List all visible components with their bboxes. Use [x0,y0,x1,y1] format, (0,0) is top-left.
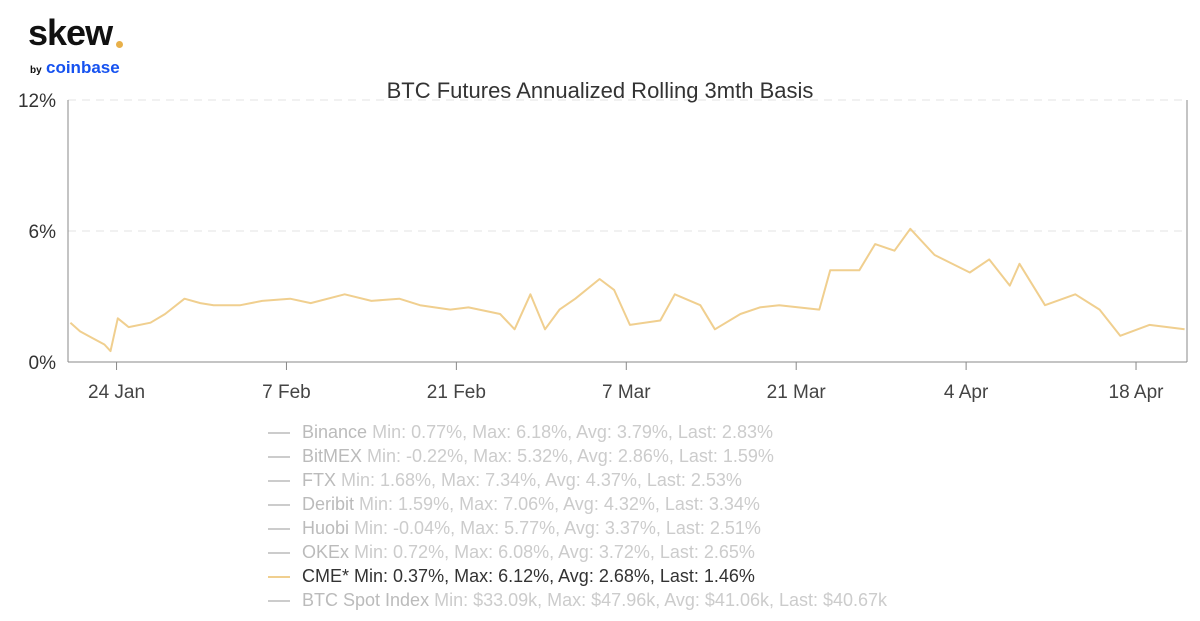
legend-item-huobi[interactable]: Huobi Min: -0.04%, Max: 5.77%, Avg: 3.37… [268,516,887,540]
legend-swatch [268,456,290,459]
legend-item-okex[interactable]: OKEx Min: 0.72%, Max: 6.08%, Avg: 3.72%,… [268,540,887,564]
legend-stats: Min: 0.37%, Max: 6.12%, Avg: 2.68%, Last… [354,566,755,586]
legend-name: Deribit [302,494,355,514]
legend-item-ftx[interactable]: FTX Min: 1.68%, Max: 7.34%, Avg: 4.37%, … [268,468,887,492]
legend-swatch [268,552,290,555]
legend-stats: Min: 1.59%, Max: 7.06%, Avg: 4.32%, Last… [359,494,760,514]
legend-swatch [268,576,290,579]
legend-item-cme[interactable]: CME* Min: 0.37%, Max: 6.12%, Avg: 2.68%,… [268,564,887,588]
legend-name: Binance [302,422,368,442]
logo-by: by [30,65,42,76]
legend-stats: Min: -0.22%, Max: 5.32%, Avg: 2.86%, Las… [367,446,774,466]
legend-item-deribit[interactable]: Deribit Min: 1.59%, Max: 7.06%, Avg: 4.3… [268,492,887,516]
y-tick-label: 6% [29,222,57,243]
legend-name: BTC Spot Index [302,590,430,610]
legend-stats: Min: -0.04%, Max: 5.77%, Avg: 3.37%, Las… [354,518,761,538]
legend-item-btc-spot-index[interactable]: BTC Spot Index Min: $33.09k, Max: $47.96… [268,588,887,612]
legend-item-binance[interactable]: Binance Min: 0.77%, Max: 6.18%, Avg: 3.7… [268,420,887,444]
series-line-cme [69,227,1185,353]
legend-swatch [268,528,290,531]
legend: Binance Min: 0.77%, Max: 6.18%, Avg: 3.7… [268,420,887,612]
chart-title: BTC Futures Annualized Rolling 3mth Basi… [386,78,814,103]
legend-name: BitMEX [302,446,363,466]
skew-logo: skew by coinbase [28,14,138,82]
legend-name: OKEx [302,542,350,562]
logo-brand: skew [28,12,113,53]
y-tick-label: 0% [29,353,57,374]
legend-name: FTX [302,470,336,490]
legend-swatch [268,600,290,603]
logo-partner: coinbase [46,58,120,77]
logo-dot [116,41,123,48]
x-tick-label: 7 Feb [262,382,311,403]
legend-stats: Min: 0.77%, Max: 6.18%, Avg: 3.79%, Last… [372,422,773,442]
x-tick-label: 24 Jan [88,382,145,403]
legend-item-bitmex[interactable]: BitMEX Min: -0.22%, Max: 5.32%, Avg: 2.8… [268,444,887,468]
legend-stats: Min: $33.09k, Max: $47.96k, Avg: $41.06k… [434,590,888,610]
legend-name: Huobi [302,518,350,538]
x-tick-label: 4 Apr [944,382,989,403]
legend-swatch [268,504,290,507]
legend-stats: Min: 1.68%, Max: 7.34%, Avg: 4.37%, Last… [341,470,742,490]
x-tick-label: 21 Feb [427,382,486,403]
legend-stats: Min: 0.72%, Max: 6.08%, Avg: 3.72%, Last… [354,542,755,562]
y-tick-label: 12% [18,91,56,112]
legend-name: CME* [302,566,350,586]
x-tick-label: 18 Apr [1109,382,1165,403]
x-tick-label: 7 Mar [602,382,651,403]
x-tick-label: 21 Mar [767,382,827,403]
legend-swatch [268,432,290,435]
legend-swatch [268,480,290,483]
